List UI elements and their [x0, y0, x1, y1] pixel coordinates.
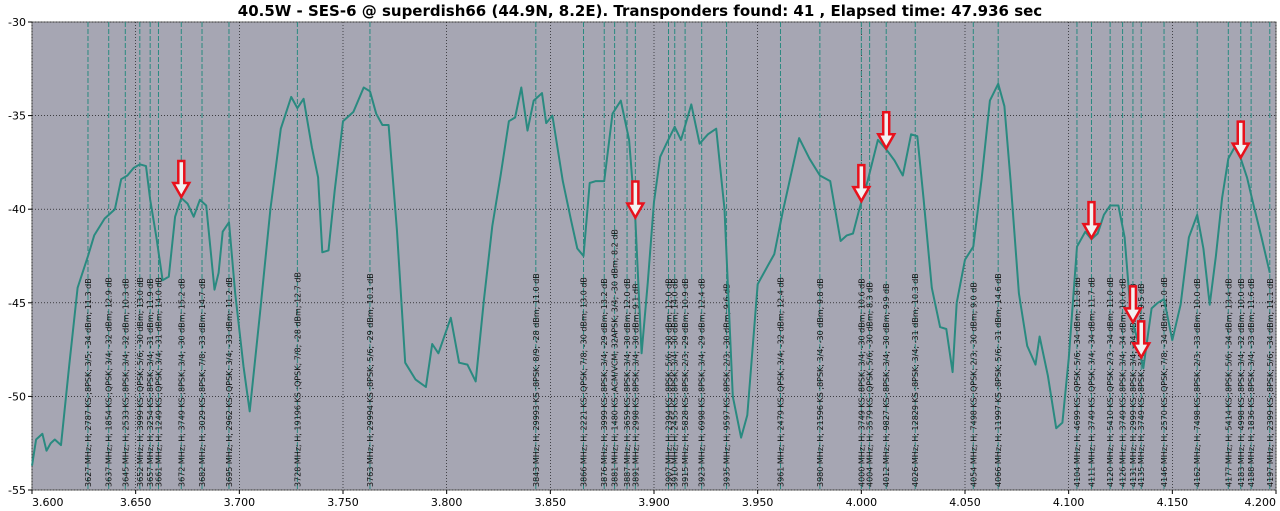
y-tick-label: -45 [8, 297, 26, 310]
x-tick-label: 3.850 [535, 496, 567, 509]
arrow-marker [1081, 200, 1102, 241]
transponder-label: 3915 MHz; H; 5828 KS ;8PSK; 2/3; -29 dBm… [681, 278, 690, 487]
transponder-label: 3657 MHz; H; 3254 KS ;8PSK; 3/4; -31 dBm… [146, 278, 155, 487]
x-tick-label: 3.750 [327, 496, 359, 509]
transponder-label: 4177 MHz; H; 5414 KS ;8PSK; 5/6; -34 dBm… [1224, 278, 1233, 487]
arrow-marker [171, 159, 192, 200]
transponder-label: 3843 MHz; H; 29993 KS ;8PSK; 8/9; -28 dB… [532, 273, 541, 487]
x-tick-label: 3.600 [32, 496, 64, 509]
x-tick-label: 4.100 [1053, 496, 1085, 509]
arrow-marker [1131, 320, 1152, 360]
x-tick-label: 3.950 [742, 496, 774, 509]
transponder-label: 3661 MHz; H; 1249 KS ;QPSK; 3/4; -31 dBm… [154, 277, 163, 487]
transponder-label: 3672 MHz; H; 3749 KS ;8PSK; 3/4; -30 dBm… [177, 278, 186, 487]
transponder-label: 3728 MHz; H; 19196 KS ;QPSK; 7/8; -28 dB… [293, 272, 302, 487]
transponder-label: 4188 MHz; H; 1836 KS ;8PSK; 3/4; -33 dBm… [1247, 278, 1256, 487]
transponder-label: 4162 MHz; H; 7498 KS ;8PSK; 2/3; -33 dBm… [1193, 278, 1202, 487]
x-tick-label: 4.050 [949, 496, 981, 509]
x-tick-label: 4.150 [1157, 496, 1189, 509]
transponder-label: 4054 MHz; H; 7498 KS ;QPSK; 2/3; -30 dBm… [969, 282, 978, 487]
arrow-marker [851, 163, 872, 204]
transponder-label: 3935 MHz; H; 9597 KS ;8PSK; 2/3; -30 dBm… [723, 283, 732, 487]
transponder-label: 4000 MHz; H; 3749 KS ;8PSK; 3/4; -30 dBm… [857, 278, 866, 487]
axes: -30 -35 -40 -45 -50 -55 3.600 3.650 3.700 3.750 3.… [8, 16, 1277, 509]
transponder-label: 4126 MHz; H; 3749 KS ;8PSK; 3/4; -34 dBm… [1119, 278, 1128, 487]
transponder-label: 3891 MHz; H; 2998 KS ;8PSK; 3/4; -30 dBm… [631, 283, 640, 487]
x-tick-label: 3.700 [224, 496, 256, 509]
transponder-label: 3876 MHz; H; 3999 KS ;8PSK; 3/4; -29 dBm… [600, 278, 609, 487]
transponder-label: 3637 MHz; H; 1854 KS ;QPSK; 3/4; -32 dBm… [105, 277, 114, 487]
transponder-markers: 3627 MHz; H; 2787 KS ;8PSK; 3/5; -34 dBm… [84, 22, 1275, 490]
series-line [31, 82, 1271, 466]
transponder-label: 4026 MHz; H; 12829 KS ;8PSK; 3/4; -31 dB… [911, 273, 920, 487]
transponder-label: 4012 MHz; H; 9827 KS ;8PSK; 3/4; -30 dBm… [882, 283, 891, 487]
transponder-label: 4183 MHz; H; 4998 KS ;8PSK; 3/4; -32 dBm… [1237, 278, 1246, 487]
transponder-label: 4111 MHz; H; 3749 KS ;QPSK; 3/4; -34 dBm… [1087, 277, 1096, 487]
transponder-label: 3695 MHz; H; 2962 KS ;QPSK; 3/4; -33 dBm… [225, 277, 234, 487]
transponder-label: 4004 MHz; H; 3579 KS ;QPSK; 5/6; -30 dBm… [866, 282, 875, 487]
x-tick-label: 4.000 [846, 496, 878, 509]
transponder-label: 3645 MHz; H; 2533 KS ;8PSK; 3/4; -32 dBm… [121, 278, 130, 487]
y-tick-label: -40 [8, 203, 26, 216]
transponder-label: 3652 MHz; H; 3999 KS ;QPSK; 5/6; -30 dBm… [136, 277, 145, 487]
transponder-label: 3980 MHz; H; 21596 KS ;8PSK; 3/4; -30 dB… [816, 278, 825, 487]
x-tick-label: 4.200 [1245, 496, 1277, 509]
transponder-label: 3763 MHz; H; 29994 KS ;8PSK; 5/6; -29 dB… [366, 273, 375, 487]
transponder-label: 3682 MHz; H; 3029 KS ;8PSK; 7/8; -33 dBm… [198, 278, 207, 487]
x-tick-label: 3.650 [120, 496, 152, 509]
transponder-label: 3627 MHz; H; 2787 KS ;8PSK; 3/5; -34 dBm… [84, 278, 93, 487]
transponder-label: 3910 MHz; H; 2455 KS ;8PSK; 3/4; -30 dBm… [671, 278, 680, 487]
series-layer [31, 82, 1271, 466]
transponder-label: 3923 MHz; H; 6998 KS ;8PSK; 3/4; -29 dBm… [698, 278, 707, 487]
transponder-label: 3961 MHz; H; 2479 KS ;QPSK; 3/4; -32 dBm… [776, 277, 785, 487]
x-tick-label: 3.800 [431, 496, 463, 509]
transponder-label: 3887 MHz; H; 3659 KS ;8PSK; 3/4; -30 dBm… [623, 278, 632, 487]
y-tick-label: -30 [8, 16, 26, 29]
arrow-marker [1230, 120, 1251, 161]
transponder-label: 4135 MHz; H; 3749 KS ;8PSK; 3/4; -34 dBm… [1137, 283, 1146, 487]
arrow-marker [876, 111, 897, 151]
y-tick-label: -35 [8, 110, 26, 123]
transponder-label: 3907 MHz; H; 2394 KS ;8PSK; 5/6; -30 dBm… [665, 278, 674, 487]
transponder-label: 4104 MHz; H; 4699 KS ;QPSK; 5/6; -34 dBm… [1073, 277, 1082, 487]
transponder-label: 3881 MHz; H; 1480 KS ;ACM/VCM; 32APSK; 3… [611, 229, 620, 487]
arrow-markers [171, 111, 1251, 360]
y-tick-label: -55 [8, 484, 26, 497]
transponder-label: 4066 MHz; H; 11997 KS ;8PSK; 5/6; -31 dB… [994, 273, 1003, 487]
y-tick-label: -50 [8, 390, 26, 403]
transponder-label: 4120 MHz; H; 5410 KS ;QPSK; 2/3; -34 dBm… [1106, 277, 1115, 487]
x-tick-label: 3.900 [638, 496, 670, 509]
arrow-marker [625, 180, 646, 221]
chart-title: 40.5W - SES-6 @ superdish66 (44.9N, 8.2E… [237, 2, 1043, 20]
arrow-marker [1122, 285, 1144, 325]
transponder-label: 3866 MHz; H; 2221 KS ;QPSK; 7/8; -30 dBm… [580, 277, 589, 487]
transponder-label: 4197 MHz; H; 2399 KS ;8PSK; 5/6; -34 dBm… [1266, 278, 1275, 487]
transponder-label: 4131 MHz; H; 2999 KS ;8PSK; 3/4; -34 dBm… [1129, 283, 1138, 487]
transponder-label: 4146 MHz; H; 2570 KS ;QPSK; 7/8; -34 dBm… [1160, 277, 1169, 487]
